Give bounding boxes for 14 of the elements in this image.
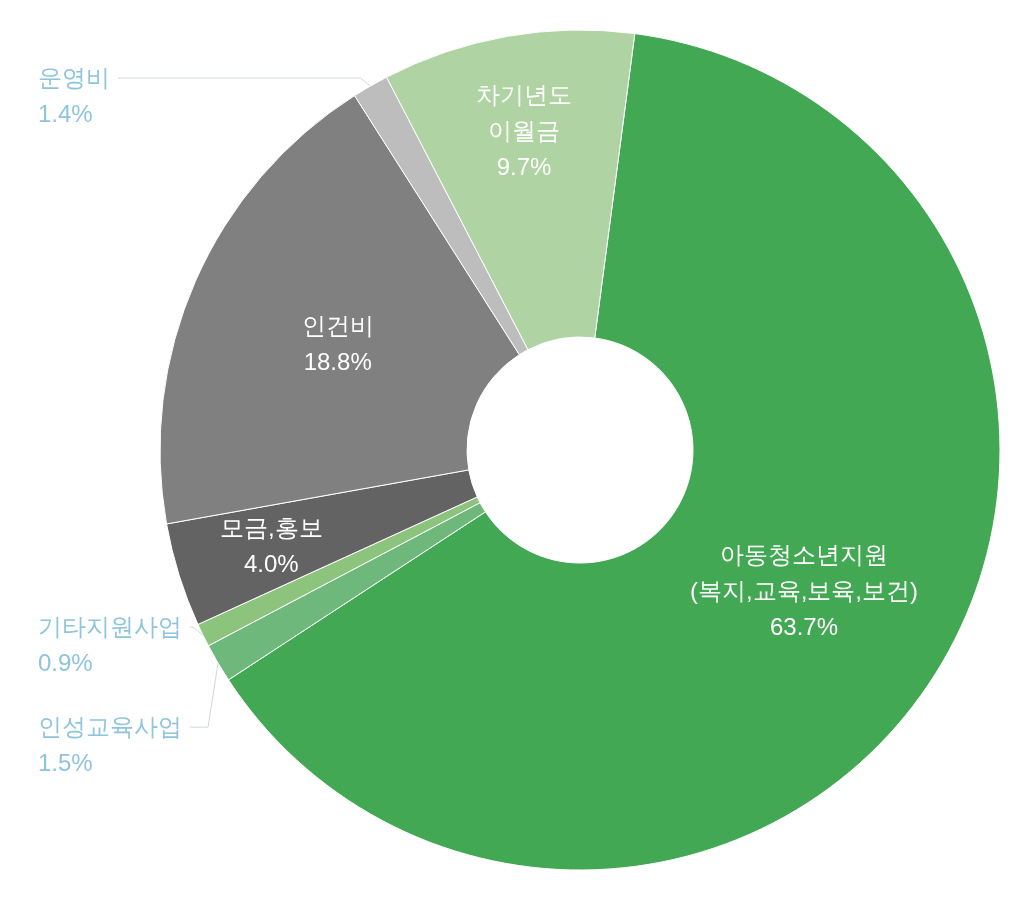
slice-label: 차기년도 이월금: [476, 81, 573, 145]
data-label: 63.7%: [769, 612, 839, 640]
slice-label: 기타지원사업: [38, 613, 182, 641]
data-label: 1.4%: [38, 100, 93, 128]
data-label: 1.5%: [38, 749, 93, 777]
slice-label: 운영비: [38, 64, 110, 92]
slice-label: 모금,홍보: [219, 514, 323, 542]
slice-label: 아동청소년지원 (복지,교육,보육,보건): [690, 540, 918, 604]
data-label: 0.9%: [38, 649, 93, 677]
slice-label: 인성교육사업: [38, 713, 182, 741]
slice-label: 인건비: [301, 311, 374, 339]
data-label: 9.7%: [496, 153, 552, 181]
data-label: 4.0%: [243, 550, 299, 578]
data-label: 18.8%: [303, 347, 372, 375]
